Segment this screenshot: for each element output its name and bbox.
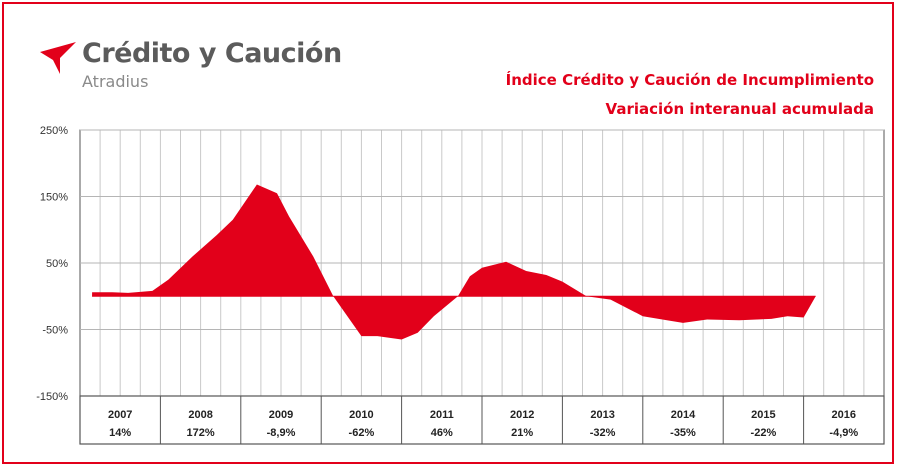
year-label: 2007 (108, 409, 132, 421)
year-label: 2014 (671, 409, 696, 421)
brand-subname: Atradius (82, 72, 149, 91)
year-label: 2010 (349, 409, 373, 421)
y-tick-label: 250% (40, 125, 68, 137)
year-label: 2016 (832, 409, 856, 421)
y-tick-label: -50% (42, 325, 68, 337)
year-value-label: -22% (751, 427, 777, 439)
year-value-label: -62% (349, 427, 375, 439)
year-label: 2011 (430, 409, 454, 421)
year-label: 2008 (188, 409, 212, 421)
chart-title: Índice Crédito y Caución de Incumplimien… (505, 71, 874, 89)
year-label: 2012 (510, 409, 534, 421)
year-value-label: -8,9% (267, 427, 296, 439)
chart-subtitle: Variación interanual acumulada (605, 100, 874, 118)
year-value-label: 14% (109, 427, 131, 439)
y-tick-label: 150% (40, 192, 68, 204)
year-value-label: 21% (511, 427, 533, 439)
year-value-label: -4,9% (829, 427, 858, 439)
brand-star-icon (40, 42, 76, 74)
year-value-label: 172% (187, 427, 215, 439)
year-label: 2013 (590, 409, 614, 421)
year-label: 2009 (269, 409, 293, 421)
y-tick-label: -150% (36, 391, 68, 403)
chart-title-block: Índice Crédito y Caución de Incumplimien… (506, 66, 874, 124)
area-series (92, 184, 816, 340)
year-value-label: -35% (670, 427, 696, 439)
year-value-label: -32% (590, 427, 616, 439)
y-tick-label: 50% (46, 258, 68, 270)
brand-name: Crédito y Caución (82, 38, 342, 69)
year-label: 2015 (751, 409, 775, 421)
year-value-label: 46% (431, 427, 453, 439)
